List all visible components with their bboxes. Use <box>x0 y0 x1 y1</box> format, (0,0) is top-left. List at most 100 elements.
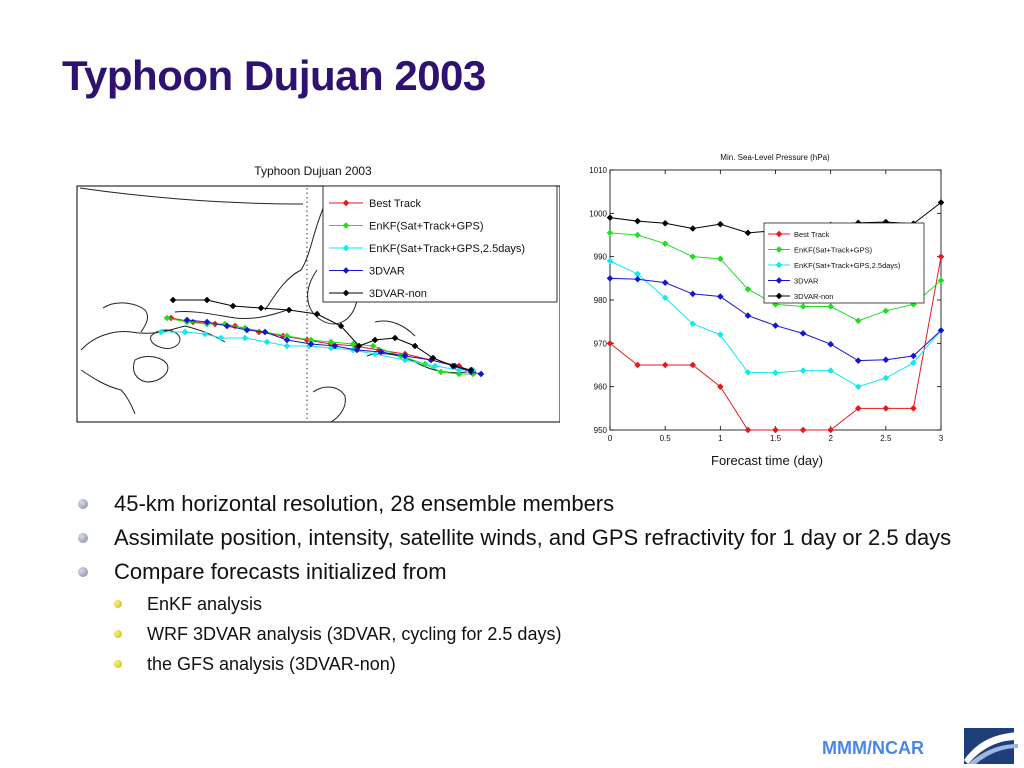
pressure-data-point <box>772 426 779 434</box>
track-point <box>283 342 291 350</box>
pressure-data-point <box>717 383 724 390</box>
track-point <box>263 338 271 346</box>
pressure-data-point <box>799 303 807 310</box>
x-tick-label: 2 <box>828 434 833 443</box>
track-point <box>349 340 357 348</box>
y-tick-label: 1010 <box>589 166 607 175</box>
sub-bullet-icon <box>114 630 122 638</box>
sub-bullet-text: WRF 3DVAR analysis (3DVAR, cycling for 2… <box>147 624 562 644</box>
track-point <box>183 316 191 324</box>
bullet-icon <box>78 567 88 577</box>
track-point <box>355 342 363 350</box>
track-point <box>285 306 293 314</box>
pressure-data-point <box>717 255 724 263</box>
legend-label: Best Track <box>794 230 830 239</box>
pressure-data-point <box>937 277 945 284</box>
pressure-data-point <box>937 253 945 260</box>
pressure-data-point <box>634 231 641 239</box>
track-lines <box>157 296 485 378</box>
pressure-data-point <box>827 426 834 434</box>
pressure-legend: Best Track EnKF(Sat+Track+GPS) EnKF(Sat+Tr… <box>763 222 925 304</box>
legend-label: 3DVAR-non <box>794 292 833 301</box>
pressure-data-point <box>661 219 669 227</box>
pressure-data-point <box>854 383 862 390</box>
sub-bullet-icon <box>114 600 122 608</box>
pressure-data-point <box>744 426 752 434</box>
track-legend-label: 3DVAR <box>369 266 405 278</box>
pressure-series <box>606 199 945 434</box>
track-point <box>157 328 165 336</box>
y-tick-label: 990 <box>594 253 608 262</box>
bullet-text: 45-km horizontal resolution, 28 ensemble… <box>114 491 615 516</box>
track-chart-title: Typhoon Dujuan 2003 <box>254 164 372 178</box>
pressure-data-point <box>882 374 890 382</box>
sub-bullet-item: the GFS analysis (3DVAR-non) <box>78 652 958 676</box>
pressure-data-point <box>854 405 862 412</box>
sub-bullet-text: EnKF analysis <box>147 594 263 614</box>
pressure-data-point <box>910 352 917 360</box>
track-point <box>261 328 269 336</box>
legend-marker <box>775 277 783 284</box>
coastline-segment <box>79 187 303 205</box>
coastline-segment <box>102 302 148 333</box>
pressure-data-point <box>744 285 752 293</box>
track-point <box>181 328 189 336</box>
legend-marker <box>342 199 350 207</box>
x-tick-label: 2.5 <box>880 434 892 443</box>
legend-marker <box>342 244 350 252</box>
pressure-data-point <box>772 301 779 308</box>
pressure-data-point <box>606 275 614 282</box>
pressure-data-point <box>799 426 807 434</box>
pressure-data-point <box>854 317 862 325</box>
pressure-data-point <box>882 356 890 364</box>
bullet-item: 45-km horizontal resolution, 28 ensemble… <box>78 490 958 517</box>
track-point <box>437 368 445 376</box>
pressure-data-point <box>827 340 834 348</box>
legend-marker <box>775 230 783 238</box>
track-point <box>163 314 171 322</box>
pressure-data-point <box>827 303 834 310</box>
pressure-data-point <box>661 361 669 369</box>
track-point <box>243 326 251 334</box>
bullet-item: Assimilate position, intensity, satellit… <box>78 524 958 551</box>
track-point <box>203 318 211 326</box>
track-point <box>223 322 231 330</box>
track-point <box>477 370 485 378</box>
coastline-segment <box>312 386 346 423</box>
track-point <box>337 322 345 330</box>
legend-label: EnKF(Sat+Track+GPS,2.5days) <box>794 261 901 270</box>
pressure-data-point <box>661 294 669 302</box>
pressure-data-point <box>744 312 752 319</box>
pressure-data-point <box>606 340 614 347</box>
coastline-segment <box>80 369 136 415</box>
x-tick-label: 3 <box>939 434 944 443</box>
pressure-data-point <box>717 293 724 300</box>
y-tick-label: 950 <box>594 426 608 435</box>
track-point <box>313 310 321 318</box>
legend-marker <box>342 289 350 297</box>
track-point <box>467 366 475 374</box>
pressure-data-point <box>661 279 669 286</box>
track-point <box>307 340 315 348</box>
pressure-axes: 950 960 970 980 990 1000 1010 0 0.5 1 1.5 2 2.5 3 <box>589 166 944 443</box>
track-point <box>327 338 335 346</box>
y-tick-label: 1000 <box>589 209 607 218</box>
pressure-data-point <box>661 240 669 247</box>
y-tick-label: 980 <box>594 296 608 305</box>
x-axis-label: Forecast time (day) <box>711 453 823 468</box>
pressure-data-point <box>799 330 807 337</box>
bullet-list: 45-km horizontal resolution, 28 ensemble… <box>78 490 958 682</box>
pressure-data-point <box>937 327 945 334</box>
bullet-item: Compare forecasts initialized from <box>78 558 958 585</box>
legend-marker <box>342 267 350 274</box>
bullet-text: Assimilate position, intensity, satellit… <box>114 525 952 550</box>
pressure-data-point <box>717 220 724 228</box>
pressure-data-point <box>910 359 917 367</box>
pressure-data-point <box>634 275 641 283</box>
sub-bullet-item: EnKF analysis <box>78 592 958 616</box>
sub-bullet-icon <box>114 660 122 668</box>
track-point <box>283 336 291 344</box>
bullet-icon <box>78 499 88 509</box>
pressure-data-point <box>689 361 697 369</box>
legend-label: 3DVAR <box>794 277 819 286</box>
